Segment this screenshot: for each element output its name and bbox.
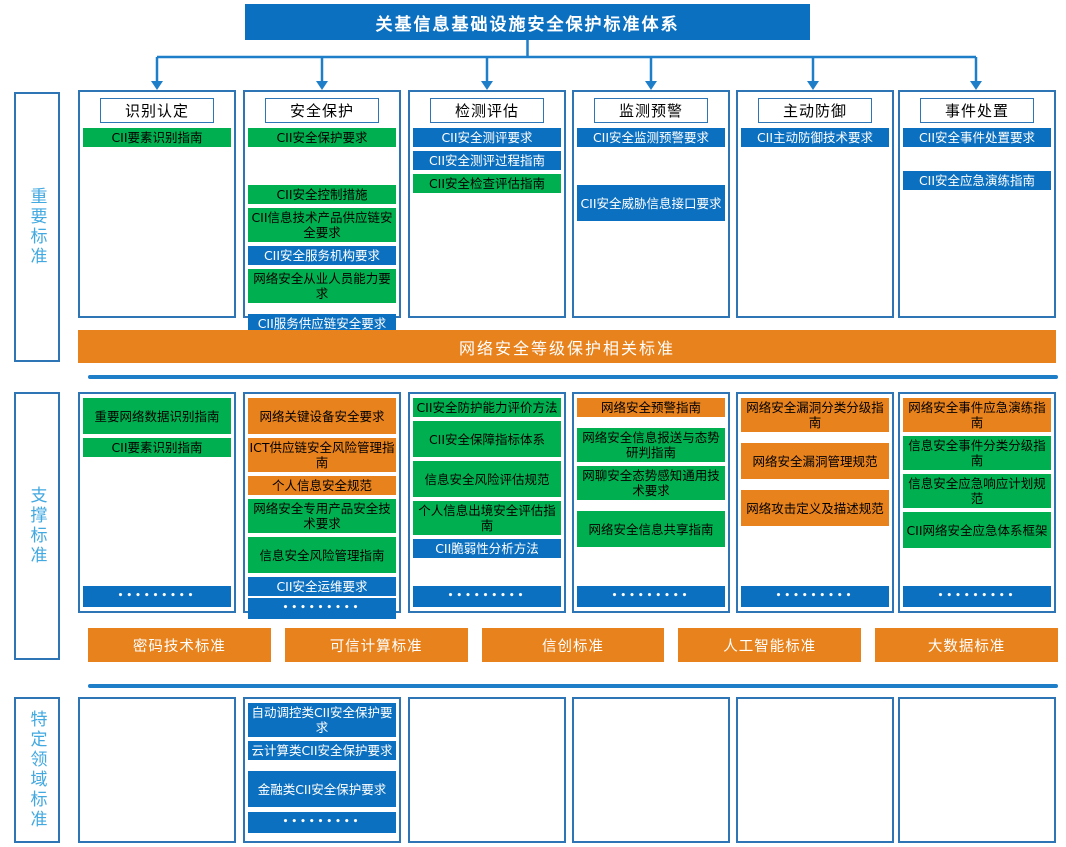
standard-item: CII安全测评过程指南: [413, 151, 561, 170]
standard-item: 网络安全事件应急演练指南: [903, 398, 1051, 432]
section-divider: [88, 684, 1058, 688]
level-protection-banner: 网络安全等级保护相关标准: [78, 330, 1056, 363]
standard-item: 信息安全事件分类分级指南: [903, 436, 1051, 470]
domain-column-4: [572, 697, 730, 843]
diagram-title-text: 关基信息基础设施安全保护标准体系: [375, 14, 680, 35]
tech-standards-banner-row: 密码技术标准 可信计算标准 信创标准 人工智能标准 大数据标准: [88, 628, 1058, 662]
ellipsis-item: •••••••••: [741, 586, 889, 607]
standard-item: CII安全检查评估指南: [413, 174, 561, 193]
supporting-column-5: 网络安全漏洞分类分级指南 网络安全漏洞管理规范 网络攻击定义及描述规范 •••••••…: [736, 392, 894, 613]
standard-item: 网络安全预警指南: [577, 398, 725, 417]
standard-item: ICT供应链安全风险管理指南: [248, 438, 396, 472]
standard-item: CII服务供应链安全要求: [248, 314, 396, 333]
standard-item: CII安全威胁信息接口要求: [577, 185, 725, 221]
ellipsis-item: •••••••••: [413, 586, 561, 607]
standard-item: 网络关键设备安全要求: [248, 398, 396, 434]
column-header: 主动防御: [758, 98, 872, 123]
tech-banner-5: 大数据标准: [875, 628, 1058, 662]
supporting-column-4: 网络安全预警指南网络安全信息报送与态势研判指南 网聊安全态势感知通用技术要求 网络安…: [572, 392, 730, 613]
standard-item: 网络攻击定义及描述规范: [741, 490, 889, 526]
important-column-4: 监测预警 CII安全监测预警要求 CII安全威胁信息接口要求: [572, 90, 730, 318]
supporting-column-3: CII安全防护能力评价方法 CII安全保障指标体系 信息安全风险评估规范 个人信息出境…: [408, 392, 566, 613]
section-divider: [88, 375, 1058, 379]
diagram-title: 关基信息基础设施安全保护标准体系: [245, 4, 810, 40]
domain-column-1: [78, 697, 236, 843]
domain-column-2: 自动调控类CII安全保护要求云计算类CII安全保护要求金融类CII安全保护要求 •…: [243, 697, 401, 843]
side-label-text: 重要标准: [26, 187, 47, 267]
standard-item: CII主动防御技术要求: [741, 128, 889, 147]
tech-banner-1: 密码技术标准: [88, 628, 271, 662]
important-column-1: 识别认定 CII要素识别指南: [78, 90, 236, 318]
standard-item: 网络安全从业人员能力要求: [248, 269, 396, 303]
ellipsis-item: •••••••••: [248, 812, 396, 833]
supporting-column-1: 重要网络数据识别指南 CII要素识别指南 •••••••••: [78, 392, 236, 613]
standard-item: CII脆弱性分析方法: [413, 539, 561, 558]
important-column-3: 检测评估 CII安全测评要求 CII安全测评过程指南 CII安全检查评估指南: [408, 90, 566, 318]
standard-item: 网络安全信息报送与态势研判指南: [577, 428, 725, 462]
column-header: 监测预警: [594, 98, 708, 123]
standard-item: CII安全服务机构要求: [248, 246, 396, 265]
side-label-domain-standards: 特定领域标准: [14, 697, 60, 843]
standard-item: CII安全应急演练指南: [903, 171, 1051, 190]
standard-item: CII安全控制措施: [248, 185, 396, 204]
tech-banner-2: 可信计算标准: [284, 628, 468, 662]
standard-item: 网络安全漏洞分类分级指南: [741, 398, 889, 432]
standard-item: CII安全测评要求: [413, 128, 561, 147]
standard-item: 重要网络数据识别指南: [83, 398, 231, 434]
side-label-important-standards: 重要标准: [14, 92, 60, 362]
standard-item: CII安全保障指标体系: [413, 421, 561, 457]
standard-item: CII安全防护能力评价方法: [413, 398, 561, 417]
standard-item: CII要素识别指南: [83, 438, 231, 457]
important-column-2: 安全保护 CII安全保护要求 CII安全控制措施 CII信息技术产品供应链安全要求 CI…: [243, 90, 401, 333]
standard-item: 个人信息出境安全评估指南: [413, 501, 561, 535]
standard-item: 网络安全专用产品安全技术要求: [248, 499, 396, 533]
standard-item: 信息安全风险评估规范: [413, 461, 561, 497]
important-column-5: 主动防御 CII主动防御技术要求: [736, 90, 894, 318]
tech-banner-3: 信创标准: [481, 628, 665, 662]
ellipsis-item: •••••••••: [577, 586, 725, 607]
domain-column-5: [736, 697, 894, 843]
side-label-text: 支撑标准: [26, 486, 47, 566]
column-header: 事件处置: [920, 98, 1034, 123]
standard-item: CII安全运维要求: [248, 577, 396, 596]
standard-item: 自动调控类CII安全保护要求: [248, 703, 396, 737]
standard-item: CII安全事件处置要求: [903, 128, 1051, 147]
supporting-column-6: 网络安全事件应急演练指南 信息安全事件分类分级指南 信息安全应急响应计划规范 CII网…: [898, 392, 1056, 613]
standard-item: CII安全监测预警要求: [577, 128, 725, 147]
important-column-6: 事件处置 CII安全事件处置要求 CII安全应急演练指南: [898, 90, 1056, 318]
column-header: 识别认定: [100, 98, 214, 123]
standard-item: 金融类CII安全保护要求: [248, 771, 396, 807]
standard-item: CII信息技术产品供应链安全要求: [248, 208, 396, 242]
domain-column-6: [898, 697, 1056, 843]
tech-banner-4: 人工智能标准: [678, 628, 862, 662]
column-header: 安全保护: [265, 98, 379, 123]
standard-item: 网络安全漏洞管理规范: [741, 443, 889, 479]
standard-item: CII要素识别指南: [83, 128, 231, 147]
supporting-column-2: 网络关键设备安全要求 ICT供应链安全风险管理指南个人信息安全规范网络安全专用产品…: [243, 392, 401, 619]
ellipsis-item: •••••••••: [83, 586, 231, 607]
standard-item: CII安全保护要求: [248, 128, 396, 147]
ellipsis-item: •••••••••: [903, 586, 1051, 607]
standard-item: 信息安全风险管理指南: [248, 537, 396, 573]
standard-item: 信息安全应急响应计划规范: [903, 474, 1051, 508]
connector-arrows: [151, 40, 982, 90]
standard-item: CII网络安全应急体系框架: [903, 512, 1051, 548]
side-label-text: 特定领域标准: [26, 710, 47, 830]
column-header: 检测评估: [430, 98, 544, 123]
side-label-supporting-standards: 支撑标准: [14, 392, 60, 660]
level-protection-banner-text: 网络安全等级保护相关标准: [458, 338, 675, 358]
ellipsis-item: •••••••••: [248, 598, 396, 619]
standard-item: 网聊安全态势感知通用技术要求: [577, 466, 725, 500]
standard-item: 云计算类CII安全保护要求: [248, 741, 396, 760]
standard-item: 网络安全信息共享指南: [577, 511, 725, 547]
domain-column-3: [408, 697, 566, 843]
standard-item: 个人信息安全规范: [248, 476, 396, 495]
